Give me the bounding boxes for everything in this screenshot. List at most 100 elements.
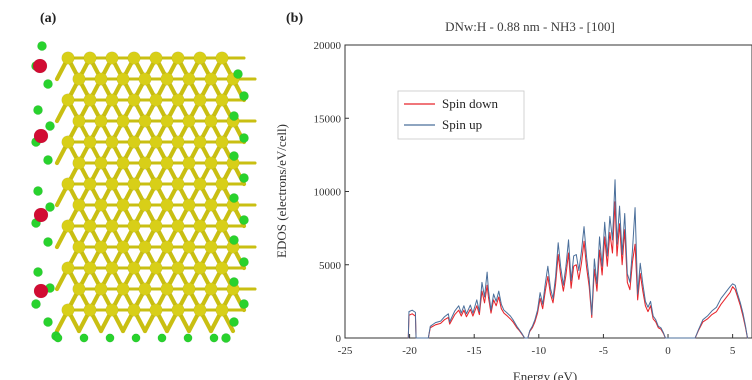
silicon-atom bbox=[105, 219, 119, 233]
silicon-atom bbox=[61, 93, 75, 107]
x-axis-ticks: -25 -20 -15 -10 -5 0 5 bbox=[338, 334, 736, 357]
silicon-atom bbox=[105, 135, 119, 149]
legend-spin-up-label: Spin up bbox=[442, 117, 482, 132]
silicon-atom bbox=[171, 303, 185, 317]
silicon-atom bbox=[94, 114, 108, 128]
silicon-atom bbox=[72, 240, 86, 254]
silicon-atom bbox=[171, 219, 185, 233]
y-tick-label: 0 bbox=[336, 333, 342, 345]
hydrogen-atom bbox=[239, 215, 249, 225]
silicon-atom bbox=[127, 177, 141, 191]
silicon-atom bbox=[160, 282, 174, 296]
silicon-atom bbox=[182, 156, 196, 170]
y-axis-ticks: 0 5000 10000 15000 20000 bbox=[314, 40, 349, 345]
x-tick-label: -10 bbox=[531, 345, 546, 357]
silicon-atom bbox=[72, 156, 86, 170]
silicon-atom bbox=[105, 303, 119, 317]
hydrogen-atom bbox=[43, 317, 53, 327]
panel-b-label: (b) bbox=[286, 11, 303, 26]
hydrogen-atom bbox=[43, 155, 53, 165]
x-tick-label: 0 bbox=[665, 345, 671, 357]
silicon-atom bbox=[72, 282, 86, 296]
panel-a-label: (a) bbox=[40, 11, 57, 26]
nanowire-structure bbox=[31, 41, 257, 343]
silicon-atom bbox=[193, 303, 207, 317]
silicon-atom bbox=[171, 177, 185, 191]
silicon-atom bbox=[127, 261, 141, 275]
hydrogen-atom bbox=[229, 277, 239, 287]
silicon-atom bbox=[193, 219, 207, 233]
silicon-atom bbox=[215, 177, 229, 191]
legend-spin-down-label: Spin down bbox=[442, 96, 498, 111]
silicon-atom bbox=[83, 177, 97, 191]
hydrogen-atom bbox=[33, 267, 43, 277]
bottom-hydrogen-atom bbox=[209, 333, 219, 343]
silicon-atom bbox=[72, 72, 86, 86]
spin-up-series-line bbox=[407, 179, 748, 339]
silicon-atom bbox=[204, 114, 218, 128]
x-tick-label: -15 bbox=[467, 345, 482, 357]
silicon-atom bbox=[105, 177, 119, 191]
silicon-atom bbox=[182, 72, 196, 86]
silicon-atom bbox=[193, 135, 207, 149]
silicon-atom bbox=[116, 114, 130, 128]
y-tick-label: 10000 bbox=[314, 187, 342, 199]
silicon-atom bbox=[149, 219, 163, 233]
hydrogen-atom bbox=[45, 202, 55, 212]
silicon-atom bbox=[215, 51, 229, 65]
chart-title: DNw:H - 0.88 nm - NH3 - [100] bbox=[445, 19, 615, 34]
silicon-atom bbox=[215, 303, 229, 317]
silicon-atom bbox=[160, 114, 174, 128]
hydrogen-atom bbox=[229, 235, 239, 245]
x-axis-label: Energy (eV) bbox=[513, 369, 577, 380]
silicon-atom bbox=[182, 282, 196, 296]
silicon-atom bbox=[94, 72, 108, 86]
silicon-atom bbox=[105, 261, 119, 275]
silicon-atom bbox=[193, 261, 207, 275]
x-tick-label: -20 bbox=[402, 345, 417, 357]
hydrogen-atom bbox=[239, 299, 249, 309]
x-tick-label: -5 bbox=[599, 345, 609, 357]
silicon-atom bbox=[127, 219, 141, 233]
hydrogen-atom bbox=[45, 121, 55, 131]
silicon-atom bbox=[105, 93, 119, 107]
silicon-atom bbox=[160, 240, 174, 254]
bottom-hydrogen-atom bbox=[183, 333, 193, 343]
silicon-atom bbox=[61, 177, 75, 191]
spin-down-series-line bbox=[407, 201, 749, 339]
silicon-atom bbox=[160, 72, 174, 86]
silicon-atom bbox=[138, 156, 152, 170]
silicon-atom bbox=[171, 261, 185, 275]
hydrogen-atom bbox=[33, 186, 43, 196]
silicon-atom bbox=[83, 303, 97, 317]
x-tick-label: 5 bbox=[730, 345, 736, 357]
silicon-atom bbox=[116, 240, 130, 254]
bottom-hydrogen-atom bbox=[131, 333, 141, 343]
silicon-atom bbox=[204, 198, 218, 212]
nitrogen-atom bbox=[33, 128, 49, 144]
y-axis-label: EDOS (electrons/eV/cell) bbox=[274, 124, 289, 258]
nitrogen-atom bbox=[33, 207, 49, 223]
bottom-hydrogen-atom bbox=[105, 333, 115, 343]
silicon-atom bbox=[127, 93, 141, 107]
silicon-atom bbox=[149, 51, 163, 65]
hydrogen-atom bbox=[229, 193, 239, 203]
silicon-atom bbox=[160, 198, 174, 212]
silicon-atom bbox=[127, 303, 141, 317]
silicon-atom bbox=[215, 261, 229, 275]
bottom-hydrogen-atom bbox=[53, 333, 63, 343]
hydrogen-atom bbox=[239, 91, 249, 101]
silicon-atom bbox=[204, 156, 218, 170]
y-tick-label: 15000 bbox=[314, 113, 342, 125]
hydrogen-atom bbox=[43, 237, 53, 247]
series-layer bbox=[407, 179, 749, 339]
silicon-atom bbox=[72, 198, 86, 212]
silicon-atom bbox=[105, 51, 119, 65]
silicon-atom bbox=[61, 135, 75, 149]
chart-legend: Spin down Spin up bbox=[397, 90, 525, 140]
silicon-atom bbox=[204, 72, 218, 86]
silicon-atom bbox=[138, 282, 152, 296]
